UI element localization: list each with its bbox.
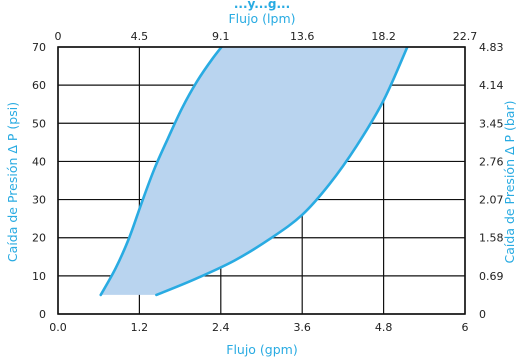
x-bottom-axis-label: Flujo (gpm) bbox=[226, 342, 297, 357]
y-left-axis-label: Caída de Presión Δ P (psi) bbox=[5, 102, 20, 262]
y-left-tick-label: 20 bbox=[32, 232, 46, 245]
y-right-tick-label: 2.07 bbox=[479, 194, 504, 207]
series-lines bbox=[99, 47, 409, 297]
x-bottom-tick-label: 0.0 bbox=[49, 321, 67, 334]
operating-range-area bbox=[100, 47, 408, 295]
plot-frame bbox=[57, 46, 466, 315]
series-line-1 bbox=[99, 47, 224, 297]
x-bottom-tick-label: 4.8 bbox=[375, 321, 393, 334]
x-top-tick-label: 18.2 bbox=[371, 30, 396, 43]
y-left-tick-label: 70 bbox=[32, 41, 46, 54]
x-bottom-tick-label: 1.2 bbox=[131, 321, 149, 334]
y-right-tick-label: 4.14 bbox=[479, 79, 504, 92]
x-top-tick-label: 4.5 bbox=[131, 30, 149, 43]
y-right-tick-label: 2.76 bbox=[479, 155, 504, 168]
tick-labels: 0.0 1.2 2.4 3.6 4.8 60 4.5 9.1 13.6 18.2 22.701020… bbox=[32, 30, 504, 334]
y-left-tick-label: 30 bbox=[32, 194, 46, 207]
y-right-axis-label: Caída de Presión Δ P (bar) bbox=[502, 101, 517, 264]
x-top-axis-label: Flujo (lpm) bbox=[228, 11, 295, 26]
chart-title-fragment: ...y...g... bbox=[234, 0, 290, 11]
x-bottom-tick-label: 6 bbox=[462, 321, 469, 334]
x-bottom-tick-label: 3.6 bbox=[293, 321, 311, 334]
y-right-tick-label: 1.58 bbox=[479, 232, 504, 245]
y-left-tick-label: 40 bbox=[32, 155, 46, 168]
area-layer bbox=[100, 47, 408, 295]
y-right-tick-label: 3.45 bbox=[479, 117, 504, 130]
x-top-tick-label: 13.6 bbox=[290, 30, 315, 43]
x-top-tick-label: 0 bbox=[55, 30, 62, 43]
y-right-tick-label: 0.69 bbox=[479, 270, 504, 283]
x-top-tick-label: 9.1 bbox=[212, 30, 230, 43]
y-left-tick-label: 10 bbox=[32, 270, 46, 283]
series-line-2 bbox=[155, 47, 409, 297]
x-bottom-tick-label: 2.4 bbox=[212, 321, 230, 334]
y-left-tick-label: 50 bbox=[32, 117, 46, 130]
y-right-tick-label: 4.83 bbox=[479, 41, 504, 54]
y-left-tick-label: 0 bbox=[39, 308, 46, 321]
y-right-tick-label: 0 bbox=[479, 308, 486, 321]
x-top-tick-label: 22.7 bbox=[453, 30, 478, 43]
y-left-tick-label: 60 bbox=[32, 79, 46, 92]
